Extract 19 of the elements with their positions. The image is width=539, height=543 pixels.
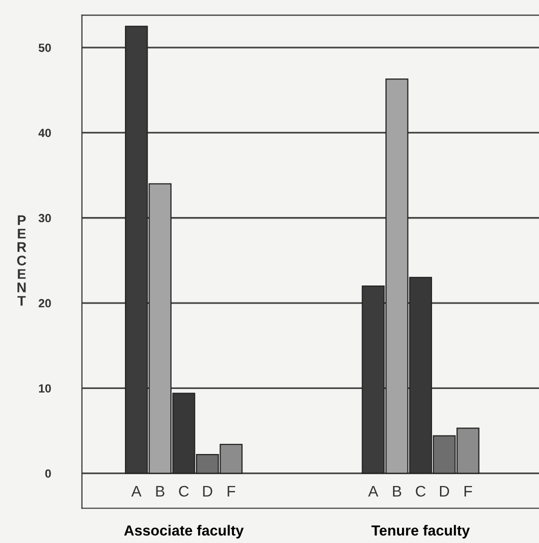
- series-label: B: [156, 486, 164, 496]
- y-tick-label: 10: [38, 384, 51, 393]
- text: D: [440, 486, 450, 496]
- y-tick-label: 50: [38, 44, 51, 52]
- x-tick-label: Associate faculty: [124, 524, 244, 539]
- series-label: A: [131, 486, 142, 496]
- y-tick-label: 40: [38, 128, 51, 138]
- text: F: [464, 486, 472, 496]
- series-label: F: [228, 486, 236, 496]
- text: A: [368, 486, 378, 496]
- y-tick-label: 30: [38, 214, 51, 222]
- x-tick-label: Tenure faculty: [371, 524, 470, 539]
- series-label: C: [179, 486, 189, 497]
- series-label: D: [203, 486, 212, 496]
- text: C: [416, 486, 426, 497]
- y-axis-title: PERCENT: [17, 215, 26, 306]
- y-tick-label: 20: [38, 299, 51, 308]
- text: B: [393, 486, 402, 496]
- y-tick-label: 0: [45, 469, 51, 478]
